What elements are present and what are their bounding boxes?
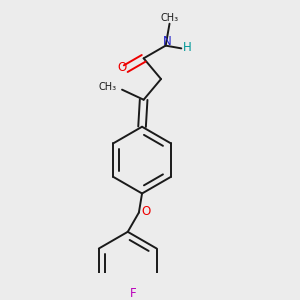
Text: O: O [117, 61, 127, 74]
Text: CH₃: CH₃ [98, 82, 116, 92]
Text: N: N [163, 35, 172, 48]
Text: H: H [183, 40, 191, 54]
Text: F: F [130, 287, 137, 300]
Text: O: O [141, 205, 151, 218]
Text: CH₃: CH₃ [160, 13, 178, 23]
